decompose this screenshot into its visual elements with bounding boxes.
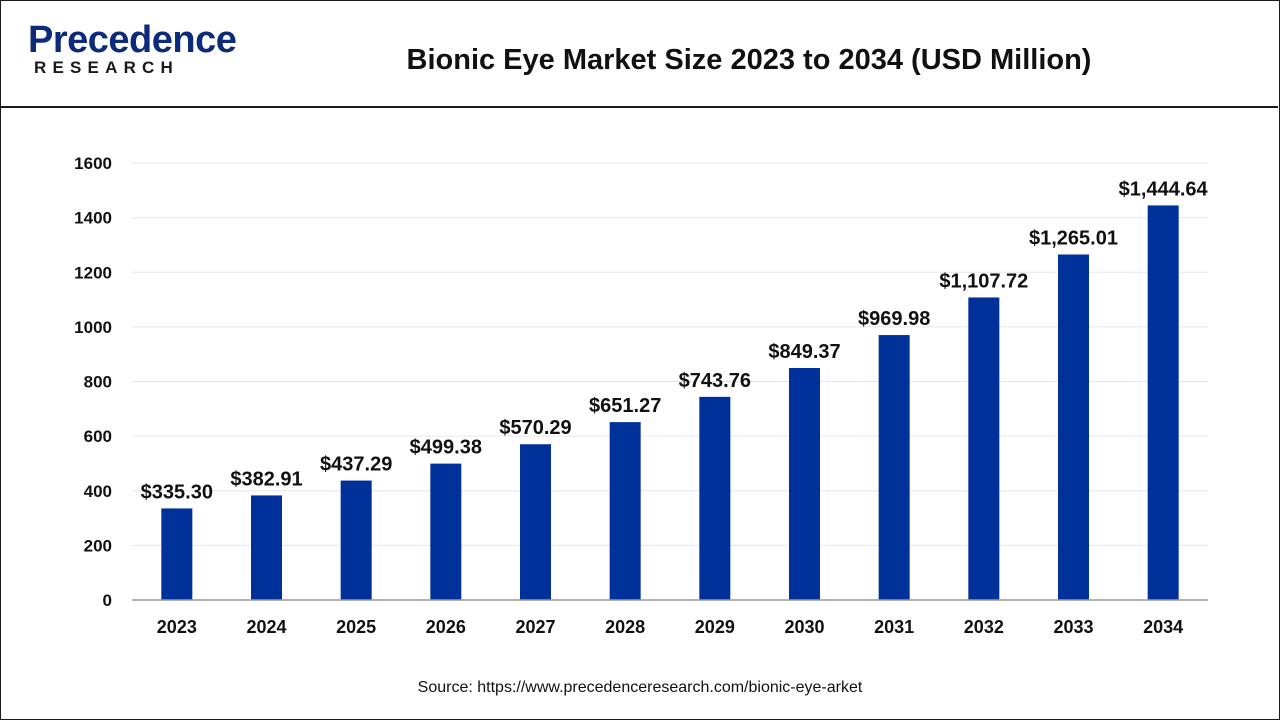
y-tick-label: 0 xyxy=(103,591,112,610)
x-tick-label: 2024 xyxy=(246,617,286,637)
bars xyxy=(161,205,1179,600)
data-label: $335.30 xyxy=(141,481,213,503)
data-label: $382.91 xyxy=(230,468,302,490)
bar xyxy=(1147,205,1179,600)
x-tick-label: 2031 xyxy=(874,617,914,637)
bar xyxy=(609,422,641,600)
y-tick-label: 800 xyxy=(84,373,112,392)
data-label: $1,444.64 xyxy=(1119,178,1209,200)
brand-logo: Precedence RESEARCH xyxy=(28,20,237,82)
bar xyxy=(251,495,282,600)
data-labels: $335.30 $382.91 $437.29 $499.38 $570.29 $651.… xyxy=(141,178,1209,503)
x-tick-label: 2025 xyxy=(336,617,376,637)
x-tick-label: 2023 xyxy=(157,617,197,637)
data-label: $1,265.01 xyxy=(1029,227,1118,249)
y-tick-label: 600 xyxy=(84,427,112,446)
bar xyxy=(878,335,910,600)
data-label: $570.29 xyxy=(499,417,571,439)
y-tick-label: 400 xyxy=(84,482,112,501)
data-label: $437.29 xyxy=(320,454,392,476)
grid-lines xyxy=(132,162,1208,546)
bar xyxy=(1058,254,1089,600)
x-tick-label: 2034 xyxy=(1143,617,1183,637)
x-tick-label: 2032 xyxy=(964,617,1004,637)
data-label: $1,107.72 xyxy=(939,270,1028,292)
y-tick-label: 1000 xyxy=(74,318,112,337)
bar xyxy=(699,396,731,600)
x-tick-label: 2033 xyxy=(1053,617,1093,637)
data-label: $651.27 xyxy=(589,395,661,417)
x-tick-label: 2029 xyxy=(695,617,735,637)
y-tick-label: 1400 xyxy=(74,209,112,228)
bar xyxy=(430,463,462,600)
y-tick-label: 200 xyxy=(84,536,112,555)
logo-primary-text: Precedence xyxy=(28,19,237,61)
y-tick-label: 1600 xyxy=(74,154,112,173)
data-label: $969.98 xyxy=(858,308,930,330)
data-label: $499.38 xyxy=(410,437,482,459)
x-axis-ticks: 2023 2024 2025 2026 2027 2028 2029 2030 2031 2032… xyxy=(157,617,1183,637)
bar-chart: 0 200 400 600 800 1000 1200 1400 1600 $335.30 $38… xyxy=(74,154,1209,637)
bar xyxy=(968,297,1000,600)
header: Precedence RESEARCH Bionic Eye Market Si… xyxy=(0,0,1278,108)
chart-title: Bionic Eye Market Size 2023 to 2034 (USD… xyxy=(406,44,1092,76)
y-axis-ticks: 0 200 400 600 800 1000 1200 1400 1600 xyxy=(74,154,112,610)
data-label: $743.76 xyxy=(679,370,751,392)
source-note: Source: https://www.precedenceresearch.c… xyxy=(417,679,863,696)
x-tick-label: 2026 xyxy=(426,617,466,637)
bar xyxy=(520,444,551,600)
logo-secondary-text: RESEARCH xyxy=(34,58,180,77)
x-tick-label: 2027 xyxy=(515,617,555,637)
bar xyxy=(161,508,193,600)
x-tick-label: 2030 xyxy=(784,617,824,637)
bar xyxy=(340,480,372,600)
x-tick-label: 2028 xyxy=(605,617,645,637)
bar xyxy=(789,368,820,600)
data-label: $849.37 xyxy=(768,341,840,363)
y-tick-label: 1200 xyxy=(74,263,112,282)
